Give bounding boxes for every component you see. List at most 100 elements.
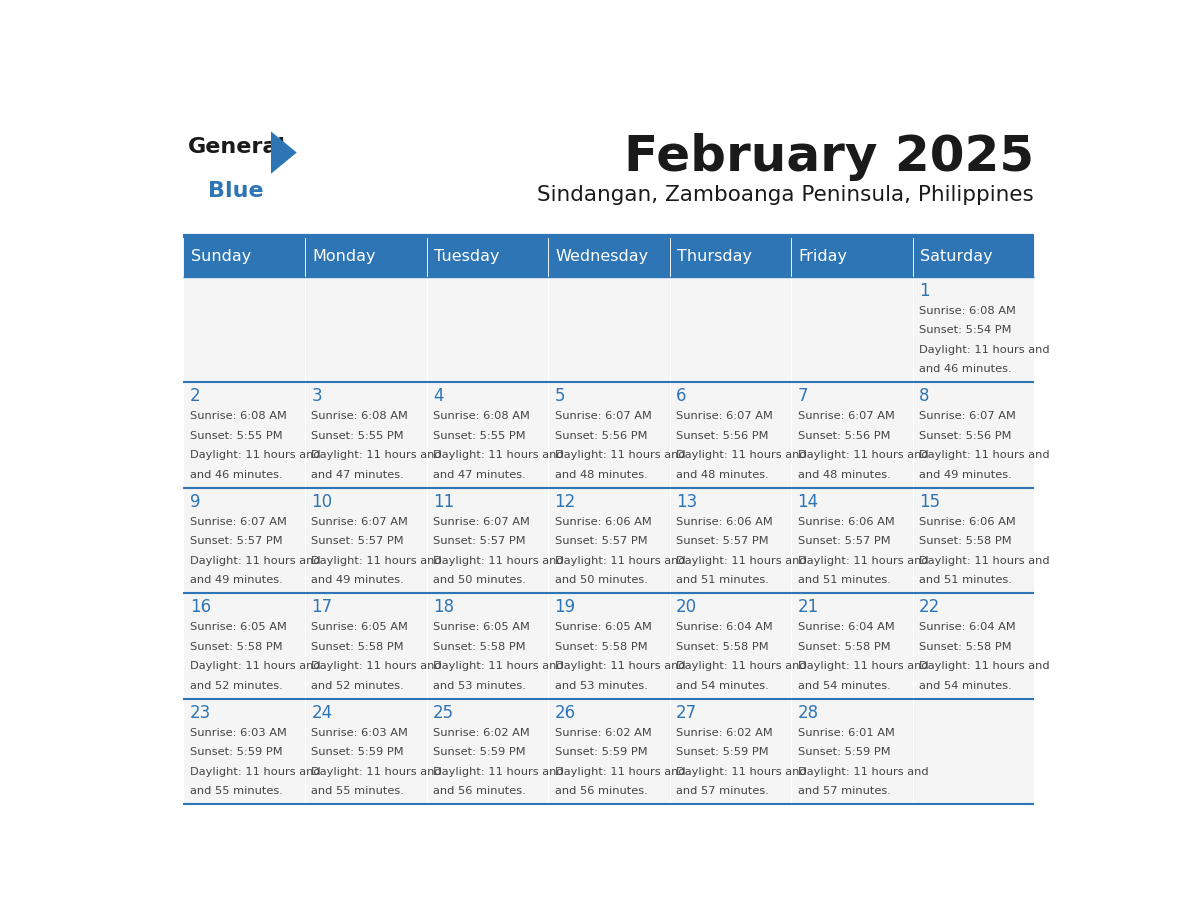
Text: General: General — [188, 137, 286, 157]
Bar — [912, 487, 1035, 593]
Bar — [670, 383, 791, 487]
Text: 28: 28 — [797, 704, 819, 722]
Text: Blue: Blue — [208, 181, 264, 201]
Text: Sunrise: 6:08 AM: Sunrise: 6:08 AM — [432, 411, 530, 421]
Text: Sunrise: 6:07 AM: Sunrise: 6:07 AM — [676, 411, 773, 421]
Text: and 54 minutes.: and 54 minutes. — [920, 681, 1012, 691]
Text: Tuesday: Tuesday — [434, 249, 499, 264]
Text: Sunrise: 6:02 AM: Sunrise: 6:02 AM — [555, 728, 651, 738]
Text: Daylight: 11 hours and: Daylight: 11 hours and — [555, 556, 685, 565]
Text: Sunset: 5:55 PM: Sunset: 5:55 PM — [432, 431, 525, 441]
Text: Sunset: 5:58 PM: Sunset: 5:58 PM — [432, 642, 525, 652]
Text: and 53 minutes.: and 53 minutes. — [432, 681, 526, 691]
Text: 12: 12 — [555, 493, 576, 510]
Text: Sunrise: 6:08 AM: Sunrise: 6:08 AM — [311, 411, 409, 421]
Bar — [912, 236, 1035, 277]
Bar — [670, 699, 791, 804]
Text: and 46 minutes.: and 46 minutes. — [190, 470, 283, 480]
Text: Daylight: 11 hours and: Daylight: 11 hours and — [676, 661, 807, 671]
Text: Sunrise: 6:03 AM: Sunrise: 6:03 AM — [311, 728, 409, 738]
Text: Daylight: 11 hours and: Daylight: 11 hours and — [676, 767, 807, 777]
Text: Daylight: 11 hours and: Daylight: 11 hours and — [311, 451, 442, 461]
Text: Daylight: 11 hours and: Daylight: 11 hours and — [920, 556, 1050, 565]
Bar — [670, 277, 791, 383]
Text: Sunrise: 6:07 AM: Sunrise: 6:07 AM — [190, 517, 286, 527]
Text: and 57 minutes.: and 57 minutes. — [797, 787, 891, 796]
Bar — [912, 593, 1035, 699]
Text: and 54 minutes.: and 54 minutes. — [676, 681, 769, 691]
Text: 2: 2 — [190, 387, 201, 406]
Text: Sunrise: 6:05 AM: Sunrise: 6:05 AM — [432, 622, 530, 633]
Text: Daylight: 11 hours and: Daylight: 11 hours and — [432, 661, 563, 671]
Text: Sunset: 5:59 PM: Sunset: 5:59 PM — [311, 747, 404, 757]
Text: Sunset: 5:59 PM: Sunset: 5:59 PM — [432, 747, 525, 757]
Text: 14: 14 — [797, 493, 819, 510]
Text: Sunset: 5:59 PM: Sunset: 5:59 PM — [676, 747, 769, 757]
Bar — [791, 487, 912, 593]
Text: Sunrise: 6:06 AM: Sunrise: 6:06 AM — [555, 517, 651, 527]
Text: Daylight: 11 hours and: Daylight: 11 hours and — [920, 661, 1050, 671]
Text: Sunrise: 6:07 AM: Sunrise: 6:07 AM — [920, 411, 1016, 421]
Text: 6: 6 — [676, 387, 687, 406]
Text: and 48 minutes.: and 48 minutes. — [555, 470, 647, 480]
Text: 7: 7 — [797, 387, 808, 406]
Text: and 52 minutes.: and 52 minutes. — [190, 681, 283, 691]
Text: and 50 minutes.: and 50 minutes. — [555, 576, 647, 586]
Text: Sindangan, Zamboanga Peninsula, Philippines: Sindangan, Zamboanga Peninsula, Philippi… — [537, 185, 1035, 205]
Text: 20: 20 — [676, 599, 697, 616]
Text: Sunset: 5:57 PM: Sunset: 5:57 PM — [190, 536, 283, 546]
Text: 8: 8 — [920, 387, 930, 406]
Bar — [426, 699, 548, 804]
Text: and 49 minutes.: and 49 minutes. — [190, 576, 283, 586]
Text: and 57 minutes.: and 57 minutes. — [676, 787, 769, 796]
Text: and 51 minutes.: and 51 minutes. — [920, 576, 1012, 586]
Text: Sunrise: 6:07 AM: Sunrise: 6:07 AM — [311, 517, 409, 527]
Text: 11: 11 — [432, 493, 454, 510]
Text: 19: 19 — [555, 599, 576, 616]
Text: Sunset: 5:58 PM: Sunset: 5:58 PM — [190, 642, 283, 652]
Text: Daylight: 11 hours and: Daylight: 11 hours and — [797, 556, 928, 565]
Bar — [912, 699, 1035, 804]
Text: 23: 23 — [190, 704, 211, 722]
Bar — [548, 593, 670, 699]
Text: Sunset: 5:56 PM: Sunset: 5:56 PM — [797, 431, 890, 441]
Bar — [426, 487, 548, 593]
Text: 15: 15 — [920, 493, 940, 510]
Text: Sunrise: 6:04 AM: Sunrise: 6:04 AM — [920, 622, 1016, 633]
Bar — [912, 383, 1035, 487]
Text: Sunset: 5:58 PM: Sunset: 5:58 PM — [797, 642, 890, 652]
Text: and 54 minutes.: and 54 minutes. — [797, 681, 890, 691]
Text: February 2025: February 2025 — [624, 133, 1035, 182]
Bar — [305, 487, 426, 593]
Text: and 52 minutes.: and 52 minutes. — [311, 681, 404, 691]
Bar — [670, 487, 791, 593]
Text: Sunset: 5:58 PM: Sunset: 5:58 PM — [676, 642, 769, 652]
Bar — [791, 699, 912, 804]
Text: Sunset: 5:57 PM: Sunset: 5:57 PM — [555, 536, 647, 546]
Text: Sunrise: 6:04 AM: Sunrise: 6:04 AM — [797, 622, 895, 633]
Text: Sunset: 5:57 PM: Sunset: 5:57 PM — [797, 536, 890, 546]
Text: and 51 minutes.: and 51 minutes. — [797, 576, 891, 586]
Text: and 47 minutes.: and 47 minutes. — [432, 470, 526, 480]
Text: Sunset: 5:59 PM: Sunset: 5:59 PM — [555, 747, 647, 757]
Text: and 51 minutes.: and 51 minutes. — [676, 576, 769, 586]
Text: Sunset: 5:58 PM: Sunset: 5:58 PM — [920, 642, 1012, 652]
Text: 18: 18 — [432, 599, 454, 616]
Bar — [183, 277, 305, 383]
Text: Sunrise: 6:05 AM: Sunrise: 6:05 AM — [555, 622, 651, 633]
Text: Sunday: Sunday — [191, 249, 251, 264]
Text: 1: 1 — [920, 282, 930, 300]
Text: 25: 25 — [432, 704, 454, 722]
Text: 24: 24 — [311, 704, 333, 722]
Text: Daylight: 11 hours and: Daylight: 11 hours and — [311, 767, 442, 777]
Text: Daylight: 11 hours and: Daylight: 11 hours and — [797, 767, 928, 777]
Bar — [548, 699, 670, 804]
Text: Daylight: 11 hours and: Daylight: 11 hours and — [676, 556, 807, 565]
Text: 9: 9 — [190, 493, 201, 510]
Bar — [791, 236, 912, 277]
Bar — [305, 236, 426, 277]
Text: Sunset: 5:58 PM: Sunset: 5:58 PM — [311, 642, 404, 652]
Bar — [548, 277, 670, 383]
Text: Sunset: 5:59 PM: Sunset: 5:59 PM — [190, 747, 283, 757]
Text: Daylight: 11 hours and: Daylight: 11 hours and — [797, 661, 928, 671]
